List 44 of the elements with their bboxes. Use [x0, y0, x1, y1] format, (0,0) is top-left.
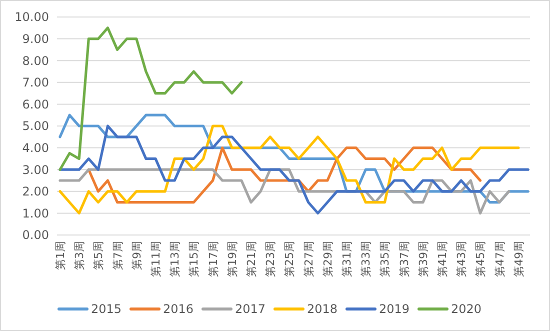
x-tick-label: 第41周 [436, 241, 450, 277]
y-tick-label: 2.00 [22, 184, 49, 199]
y-tick-label: 9.00 [22, 32, 49, 46]
x-tick-label: 第35周 [378, 241, 392, 277]
x-tick-label: 第3周 [73, 241, 86, 270]
line-series [58, 26, 243, 171]
legend-label: 2015 [91, 302, 122, 316]
x-tick-label: 第9周 [130, 241, 144, 270]
x-tick-label: 第7周 [111, 241, 124, 270]
x-tick-label: 第31周 [340, 241, 354, 277]
x-tick-label: 第13周 [168, 241, 182, 277]
x-tick-label: 第47周 [493, 241, 506, 277]
y-tick-label: 5.00 [22, 119, 49, 134]
x-tick-label: 第37周 [398, 241, 411, 277]
legend-label: 2020 [451, 302, 482, 316]
x-tick-label: 第1周 [54, 241, 67, 270]
x-tick-label: 第49周 [512, 241, 526, 277]
x-tick-label: 第11周 [150, 241, 163, 277]
x-tick-label: 第43周 [455, 241, 468, 277]
x-tick-label: 第27周 [302, 241, 316, 277]
x-tick-label: 第29周 [321, 241, 334, 277]
legend-label: 2017 [235, 302, 266, 316]
x-tick-label: 第17周 [206, 241, 220, 277]
y-tick-label: 3.00 [22, 162, 49, 177]
x-tick-label: 第15周 [188, 241, 201, 277]
y-tick-label: 4.00 [22, 141, 49, 155]
line-series [87, 146, 482, 204]
x-tick-label: 第39周 [416, 241, 430, 277]
x-tick-label: 第19周 [226, 241, 239, 277]
y-tick-label: 7.00 [22, 76, 49, 90]
x-tick-label: 第5周 [92, 241, 106, 270]
legend-label: 2019 [379, 302, 410, 316]
x-tick-label: 第25周 [283, 241, 296, 277]
y-tick-label: 0.00 [22, 228, 49, 242]
x-tick-label: 第33周 [360, 241, 373, 277]
x-tick-label: 第21周 [245, 241, 258, 277]
y-tick-label: 6.00 [22, 97, 49, 112]
x-tick-label: 第23周 [264, 241, 278, 277]
y-tick-label: 10.00 [14, 10, 49, 24]
x-tick-label: 第45周 [474, 241, 488, 277]
legend-label: 2016 [163, 302, 194, 316]
legend-label: 2018 [307, 302, 338, 316]
y-tick-label: 8.00 [22, 54, 49, 68]
y-tick-label: 1.00 [22, 206, 49, 220]
